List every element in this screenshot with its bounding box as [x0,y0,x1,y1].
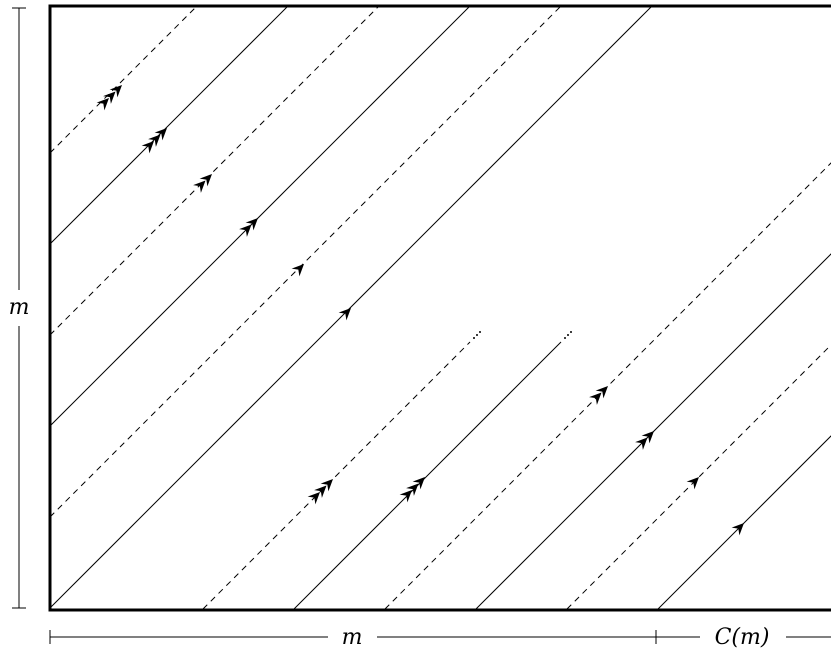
flow-line-1 [50,6,198,154]
ellipsis-dot [567,334,569,336]
left-dimension-label: m [9,295,30,320]
arrowheads [686,477,699,490]
flow-line-9 [384,162,831,610]
solid-line [657,435,831,610]
frame-border [48,4,831,612]
arrowheads [96,85,122,111]
ellipsis-dot [570,331,572,333]
flow-line-2 [50,6,289,245]
solid-line [475,253,831,610]
arrowheads [307,479,333,505]
arrowhead-icon [589,392,602,405]
arrowhead-icon [641,431,654,444]
dashed-line [202,341,471,610]
bottom-dimension-label-m: m [342,625,363,650]
arrowhead-icon [635,437,648,450]
ellipsis-dot [473,337,475,339]
arrowhead-icon [412,477,425,490]
arrowheads [731,523,744,536]
arrowhead-icon [406,483,419,496]
flow-line-7 [202,341,471,610]
flow-line-6 [50,6,653,609]
dashed-line [50,6,380,336]
arrowhead-icon [193,180,206,193]
flow-line-5 [50,6,562,518]
arrowhead-icon [239,224,252,237]
solid-line [50,6,289,245]
arrowhead-icon [109,85,122,98]
flow-line-3 [50,6,380,336]
ellipsis-dot [479,331,481,333]
arrowhead-icon [245,218,258,231]
arrowhead-icon [595,386,608,399]
ellipsis-dot [476,334,478,336]
arrowhead-icon [141,141,154,154]
bottom-dimension-label-cm: C(m) [715,625,770,650]
left-dimension: m [9,7,30,609]
arrowheads [291,264,304,277]
bottom-dimension: m C(m) [49,625,831,650]
arrowhead-icon [338,308,351,321]
solid-line [50,6,653,609]
flow-lines [50,6,831,610]
ellipsis-dot [564,337,566,339]
arrowhead-icon [291,264,304,277]
dashed-line [50,6,198,154]
arrowheads [589,386,608,405]
arrowheads [399,477,425,503]
truncation-dots [473,331,572,339]
arrowhead-icon [320,479,333,492]
arrowhead-icon [731,523,744,536]
flow-line-12 [657,435,831,610]
arrowheads [239,218,258,237]
arrowhead-icon [199,174,212,187]
arrowheads [141,128,167,154]
flow-line-4 [50,6,471,427]
arrowhead-icon [103,91,116,104]
flow-line-8 [293,341,562,610]
flow-line-10 [475,253,831,610]
arrowhead-icon [307,492,320,505]
arrowhead-icon [314,485,327,498]
arrowhead-icon [148,134,161,147]
arrowhead-icon [399,490,412,503]
flow-line-11 [566,344,831,610]
arrowheads [338,308,351,321]
dashed-line [384,162,831,610]
arrowhead-icon [96,98,109,111]
arrowhead-icon [154,128,167,141]
dashed-line [566,344,831,610]
dashed-line [50,6,562,518]
solid-line [293,341,562,610]
solid-line [50,6,471,427]
arrowheads [635,431,654,450]
arrowheads [193,174,212,193]
arrowhead-icon [686,477,699,490]
